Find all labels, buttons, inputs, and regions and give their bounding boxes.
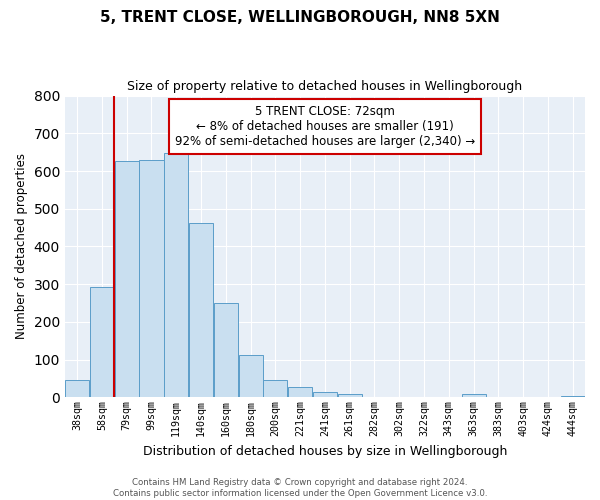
- Text: 5, TRENT CLOSE, WELLINGBOROUGH, NN8 5XN: 5, TRENT CLOSE, WELLINGBOROUGH, NN8 5XN: [100, 10, 500, 25]
- Bar: [239, 355, 263, 398]
- Bar: [65, 380, 89, 398]
- X-axis label: Distribution of detached houses by size in Wellingborough: Distribution of detached houses by size …: [143, 444, 507, 458]
- Bar: [214, 303, 238, 398]
- Bar: [560, 396, 584, 398]
- Text: 5 TRENT CLOSE: 72sqm
← 8% of detached houses are smaller (191)
92% of semi-detac: 5 TRENT CLOSE: 72sqm ← 8% of detached ho…: [175, 104, 475, 148]
- Title: Size of property relative to detached houses in Wellingborough: Size of property relative to detached ho…: [127, 80, 523, 93]
- Bar: [115, 161, 139, 398]
- Bar: [90, 287, 114, 398]
- Bar: [263, 380, 287, 398]
- Bar: [189, 223, 213, 398]
- Bar: [313, 392, 337, 398]
- Bar: [338, 394, 362, 398]
- Bar: [288, 387, 312, 398]
- Text: Contains HM Land Registry data © Crown copyright and database right 2024.
Contai: Contains HM Land Registry data © Crown c…: [113, 478, 487, 498]
- Bar: [461, 394, 485, 398]
- Bar: [139, 160, 164, 398]
- Y-axis label: Number of detached properties: Number of detached properties: [15, 154, 28, 340]
- Bar: [164, 153, 188, 398]
